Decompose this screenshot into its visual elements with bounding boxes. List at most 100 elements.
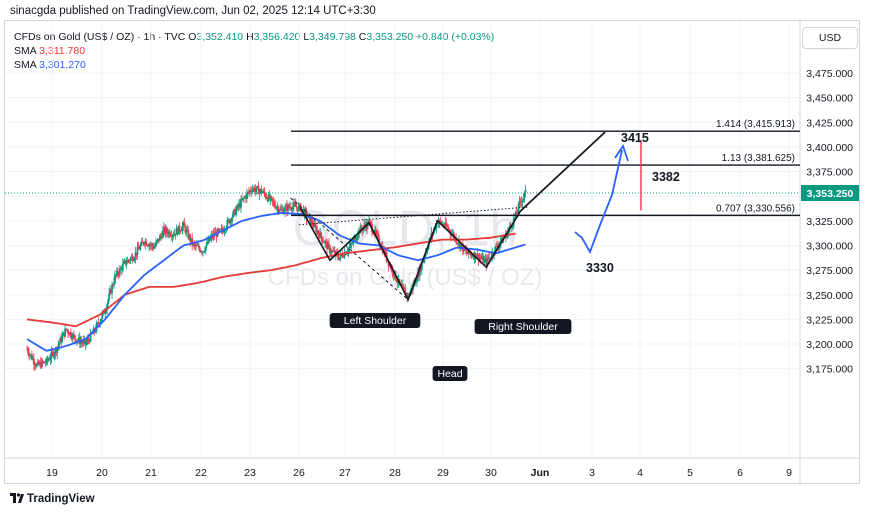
x-tick-label-8: 29	[437, 467, 449, 479]
candle-body	[324, 241, 326, 244]
candle-body	[268, 194, 271, 200]
candle-body	[516, 211, 519, 214]
candle-body	[87, 339, 90, 341]
legend: CFDs on Gold (US$ / OZ) · 1h · TVC O3,35…	[14, 30, 494, 72]
candle-body	[65, 328, 67, 330]
y-tick-label-0: 3,175.000	[806, 364, 853, 376]
candle-body	[311, 220, 314, 225]
candle-body	[127, 259, 130, 261]
candle-body	[54, 348, 57, 354]
candle-body	[203, 250, 206, 252]
candle-body	[419, 265, 422, 271]
candle-body	[115, 274, 117, 276]
x-tick-label-10: Jun	[531, 467, 550, 479]
candle-body	[338, 257, 341, 260]
candle-body	[169, 235, 172, 237]
candle-body	[496, 245, 498, 248]
candle-body	[85, 342, 88, 345]
candle-body	[328, 243, 330, 247]
candle-body	[147, 245, 150, 247]
candle-body	[100, 318, 103, 322]
candle-body	[312, 224, 315, 228]
candle-body	[151, 244, 153, 247]
candle-body	[186, 229, 189, 231]
candle-body	[274, 205, 277, 209]
candle-body	[303, 209, 306, 216]
candle-body	[153, 247, 155, 249]
candle-body	[249, 190, 252, 192]
candle-body	[400, 283, 403, 285]
candle-body	[63, 332, 66, 337]
candle-body	[176, 228, 179, 235]
candle-body	[402, 284, 405, 288]
candle-body	[241, 199, 243, 201]
candle-body	[407, 295, 410, 298]
currency-button[interactable]: USD	[802, 27, 858, 49]
candle-body	[126, 259, 129, 263]
last-price-badge-label: 3,353.250	[807, 188, 854, 200]
candle-body	[469, 253, 472, 255]
left-trend-dashed	[290, 197, 409, 301]
legend-open: 3,352.410	[196, 31, 244, 43]
candle-body	[354, 236, 357, 241]
candle-body	[195, 244, 197, 246]
candle-body	[135, 252, 138, 256]
candle-body	[159, 235, 161, 241]
tradingview-logo-text: TradingView	[27, 493, 95, 505]
candle-body	[317, 230, 320, 234]
candle-body	[124, 260, 127, 265]
candle-body	[113, 282, 115, 286]
candle-body	[286, 205, 288, 212]
candle-body	[182, 222, 185, 227]
candle-body	[372, 231, 374, 234]
candle-body	[494, 246, 497, 254]
candle-body	[35, 364, 38, 367]
candle-body	[193, 243, 196, 245]
candle-body	[97, 322, 100, 324]
candle-body	[236, 205, 239, 210]
candle-body	[519, 201, 522, 202]
candle-body	[232, 211, 235, 218]
candle-body	[491, 252, 494, 258]
tradingview-logo[interactable]: TradingView	[10, 493, 95, 505]
candle-body	[136, 246, 139, 256]
x-tick-label-6: 27	[339, 467, 351, 479]
candle-body	[288, 204, 290, 208]
candle-body	[377, 235, 380, 244]
candle-body	[70, 332, 72, 338]
candle-body	[262, 191, 265, 193]
candle-body	[171, 235, 174, 237]
projection-arrowhead	[614, 143, 629, 162]
candle-body	[470, 254, 473, 257]
candle-body	[426, 248, 429, 251]
candle-body	[355, 239, 358, 241]
left-shoulder-label-box	[329, 313, 421, 328]
candle-body	[197, 245, 199, 247]
candle-body	[500, 238, 502, 243]
candle-body	[62, 332, 65, 336]
candle-body	[309, 216, 312, 224]
candle-body	[187, 229, 190, 239]
candle-body	[79, 341, 82, 345]
sma1-value: 3,311.780	[39, 45, 86, 57]
candle-body	[196, 244, 198, 246]
candle-body	[297, 205, 300, 211]
candle-body	[388, 264, 391, 266]
candle-body	[174, 233, 177, 235]
candle-body	[438, 219, 441, 223]
candle-body	[164, 228, 167, 234]
candle-body	[522, 197, 525, 200]
candle-body	[229, 219, 232, 224]
candle-body	[156, 240, 158, 242]
legend-sma2-row[interactable]: SMA 3,301.270	[14, 58, 494, 72]
y-tick-label-1: 3,200.000	[806, 339, 853, 351]
candle-body	[418, 265, 421, 276]
candle-body	[237, 205, 239, 207]
candle-body	[74, 339, 77, 343]
legend-sma1-row[interactable]: SMA 3,311.780	[14, 44, 494, 58]
candle-body	[204, 245, 207, 251]
candle-body	[218, 228, 221, 231]
candle-body	[320, 232, 323, 238]
candle-body	[184, 226, 187, 233]
